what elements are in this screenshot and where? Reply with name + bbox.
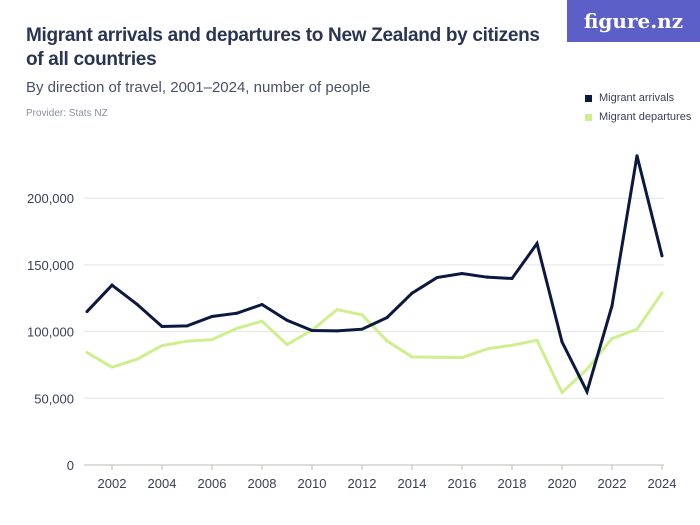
x-tick-label: 2012 [348, 476, 377, 491]
data-point [185, 324, 189, 328]
data-point [660, 291, 664, 295]
figure-nz-logo[interactable]: figure.nz [567, 0, 700, 42]
data-point [535, 338, 539, 342]
x-tick-label: 2024 [648, 476, 677, 491]
data-point [85, 310, 89, 314]
data-point [410, 355, 414, 359]
y-tick-label: 0 [67, 458, 74, 473]
legend-item-departures: Migrant departures [585, 111, 691, 123]
data-point [360, 313, 364, 317]
x-tick-label: 2016 [448, 476, 477, 491]
y-tick-label: 150,000 [27, 258, 74, 273]
data-point [235, 311, 239, 315]
data-point [210, 315, 214, 319]
data-point [635, 154, 639, 158]
data-point [135, 302, 139, 306]
data-point [435, 276, 439, 280]
x-tick-label: 2008 [248, 476, 277, 491]
data-point [185, 339, 189, 343]
data-point [110, 283, 114, 287]
data-point [285, 318, 289, 322]
legend-swatch-departures [585, 113, 592, 121]
data-point [285, 343, 289, 347]
data-point [560, 340, 564, 344]
data-point [385, 339, 389, 343]
data-point [260, 319, 264, 323]
data-point [110, 365, 114, 369]
data-point [335, 308, 339, 312]
data-point [610, 337, 614, 341]
series-line-migrant-arrivals [85, 155, 664, 396]
data-point [535, 242, 539, 246]
data-point [385, 316, 389, 320]
data-point [560, 391, 564, 395]
data-point [260, 303, 264, 307]
data-point [235, 326, 239, 330]
provider-label: Provider: Stats NZ [26, 108, 108, 119]
data-point [460, 356, 464, 360]
legend-swatch-arrivals [585, 94, 592, 102]
data-point [635, 327, 639, 331]
data-point [460, 272, 464, 276]
data-point [660, 254, 664, 258]
series-line-migrant-departures [86, 292, 664, 396]
x-tick-label: 2010 [298, 476, 327, 491]
data-point [85, 351, 89, 355]
data-point [335, 329, 339, 333]
y-tick-label: 100,000 [27, 325, 74, 340]
x-tick-label: 2004 [148, 476, 177, 491]
x-tick-label: 2022 [598, 476, 627, 491]
data-point [160, 344, 164, 348]
data-point [510, 343, 514, 347]
x-tick-label: 2014 [398, 476, 427, 491]
legend-item-arrivals: Migrant arrivals [585, 92, 674, 104]
legend-label-arrivals: Migrant arrivals [599, 92, 675, 104]
data-point [360, 327, 364, 331]
chart-subtitle: By direction of travel, 2001–2024, numbe… [26, 79, 371, 96]
chart-title: Migrant arrivals and departures to New Z… [26, 25, 540, 70]
data-point [610, 304, 614, 308]
x-tick-label: 2006 [198, 476, 227, 491]
data-point [435, 355, 439, 359]
data-point [210, 338, 214, 342]
x-tick-label: 2020 [548, 476, 577, 491]
legend-label-departures: Migrant departures [599, 111, 692, 123]
x-tick-label: 2018 [498, 476, 527, 491]
data-point [160, 325, 164, 329]
y-tick-label: 50,000 [34, 391, 74, 406]
data-point [510, 277, 514, 281]
data-point [410, 291, 414, 295]
data-point [135, 357, 139, 361]
data-point [310, 329, 314, 333]
data-point [485, 347, 489, 351]
data-point [585, 390, 589, 394]
data-point [485, 275, 489, 279]
y-tick-label: 200,000 [27, 191, 74, 206]
x-tick-label: 2002 [98, 476, 127, 491]
data-point [585, 367, 589, 371]
